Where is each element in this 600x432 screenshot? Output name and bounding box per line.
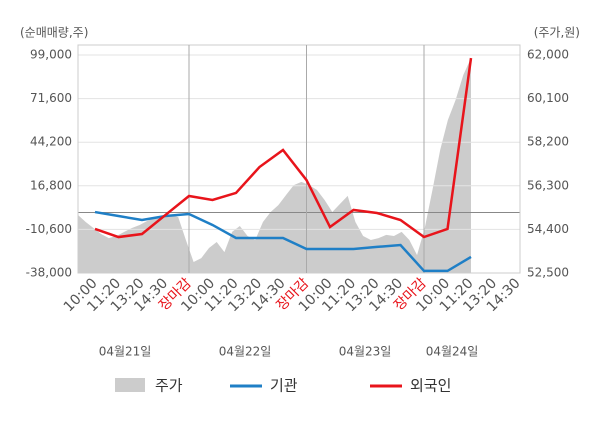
y-tick-label: 16,800 <box>30 178 72 192</box>
plot-frame <box>77 44 521 274</box>
legend-label: 기관 <box>270 377 298 395</box>
y2-tick-label: 60,100 <box>527 91 569 105</box>
series-line <box>94 57 473 239</box>
legend-swatch <box>115 378 145 392</box>
y2-tick-label: 58,200 <box>527 135 569 149</box>
y-tick-label: -38,000 <box>26 266 72 280</box>
date-label: 04월21일 <box>99 345 152 359</box>
y2-axis-label: (주가,원) <box>534 26 580 40</box>
series-line <box>94 210 472 273</box>
y2-tick-label: 62,000 <box>527 48 569 62</box>
y2-tick-label: 52,500 <box>527 266 569 280</box>
date-label: 04월24일 <box>426 345 479 359</box>
y-tick-label: -10,600 <box>26 222 72 236</box>
y-tick-label: 71,600 <box>30 91 72 105</box>
y-tick-label: 44,200 <box>30 135 72 149</box>
y2-tick-label: 54,400 <box>527 222 569 236</box>
y2-tick-label: 56,300 <box>527 178 569 192</box>
y-axis-label: (순매매량,주) <box>20 26 88 40</box>
price-area <box>78 57 471 274</box>
date-label: 04월22일 <box>219 345 272 359</box>
date-label: 04월23일 <box>339 345 392 359</box>
legend-label: 외국인 <box>410 377 451 395</box>
legend-label: 주가 <box>155 377 183 395</box>
y-tick-label: 99,000 <box>30 48 72 62</box>
